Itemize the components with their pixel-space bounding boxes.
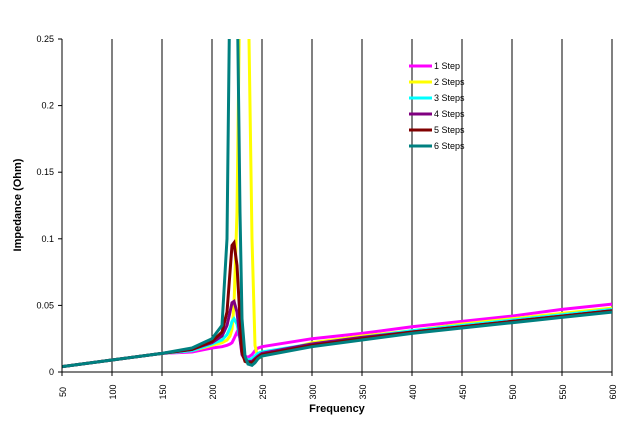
- x-tick-label: 100: [108, 384, 118, 399]
- x-tick-label: 500: [508, 384, 518, 399]
- series-line-6: [62, 39, 612, 369]
- x-tick-label: 50: [58, 387, 68, 397]
- x-tick-label: 400: [408, 384, 418, 399]
- x-tick-label: 250: [258, 384, 268, 399]
- y-axis-label: Impedance (Ohm): [12, 158, 24, 251]
- y-tick-label: 0.1: [41, 234, 54, 244]
- x-tick-label: 300: [308, 384, 318, 399]
- y-tick-label: 0.05: [36, 300, 54, 310]
- y-tick-label: 0.25: [36, 34, 54, 44]
- y-tick-label: 0: [49, 367, 54, 377]
- y-tick-label: 0.2: [41, 101, 54, 111]
- x-tick-label: 350: [358, 384, 368, 399]
- legend: 1 Step 2 Steps 3 Steps 4 Steps 5 Steps 6 Step…: [409, 61, 465, 151]
- x-tick-label: 550: [558, 384, 568, 399]
- legend-label: 6 Steps: [434, 141, 465, 151]
- x-tick-label: 150: [158, 384, 168, 399]
- x-tick-label: 450: [458, 384, 468, 399]
- y-tick-label: 0.15: [36, 167, 54, 177]
- series-line-2: [62, 39, 612, 369]
- legend-label: 5 Steps: [434, 125, 465, 135]
- series-line-1: [62, 302, 612, 369]
- x-tick-label: 600: [608, 384, 618, 399]
- x-tick-label: 200: [208, 384, 218, 399]
- x-axis-label: Frequency: [309, 403, 366, 415]
- legend-label: 2 Steps: [434, 77, 465, 87]
- legend-label: 1 Step: [434, 61, 460, 71]
- series-line-5: [62, 238, 612, 369]
- legend-label: 3 Steps: [434, 93, 465, 103]
- legend-label: 4 Steps: [434, 109, 465, 119]
